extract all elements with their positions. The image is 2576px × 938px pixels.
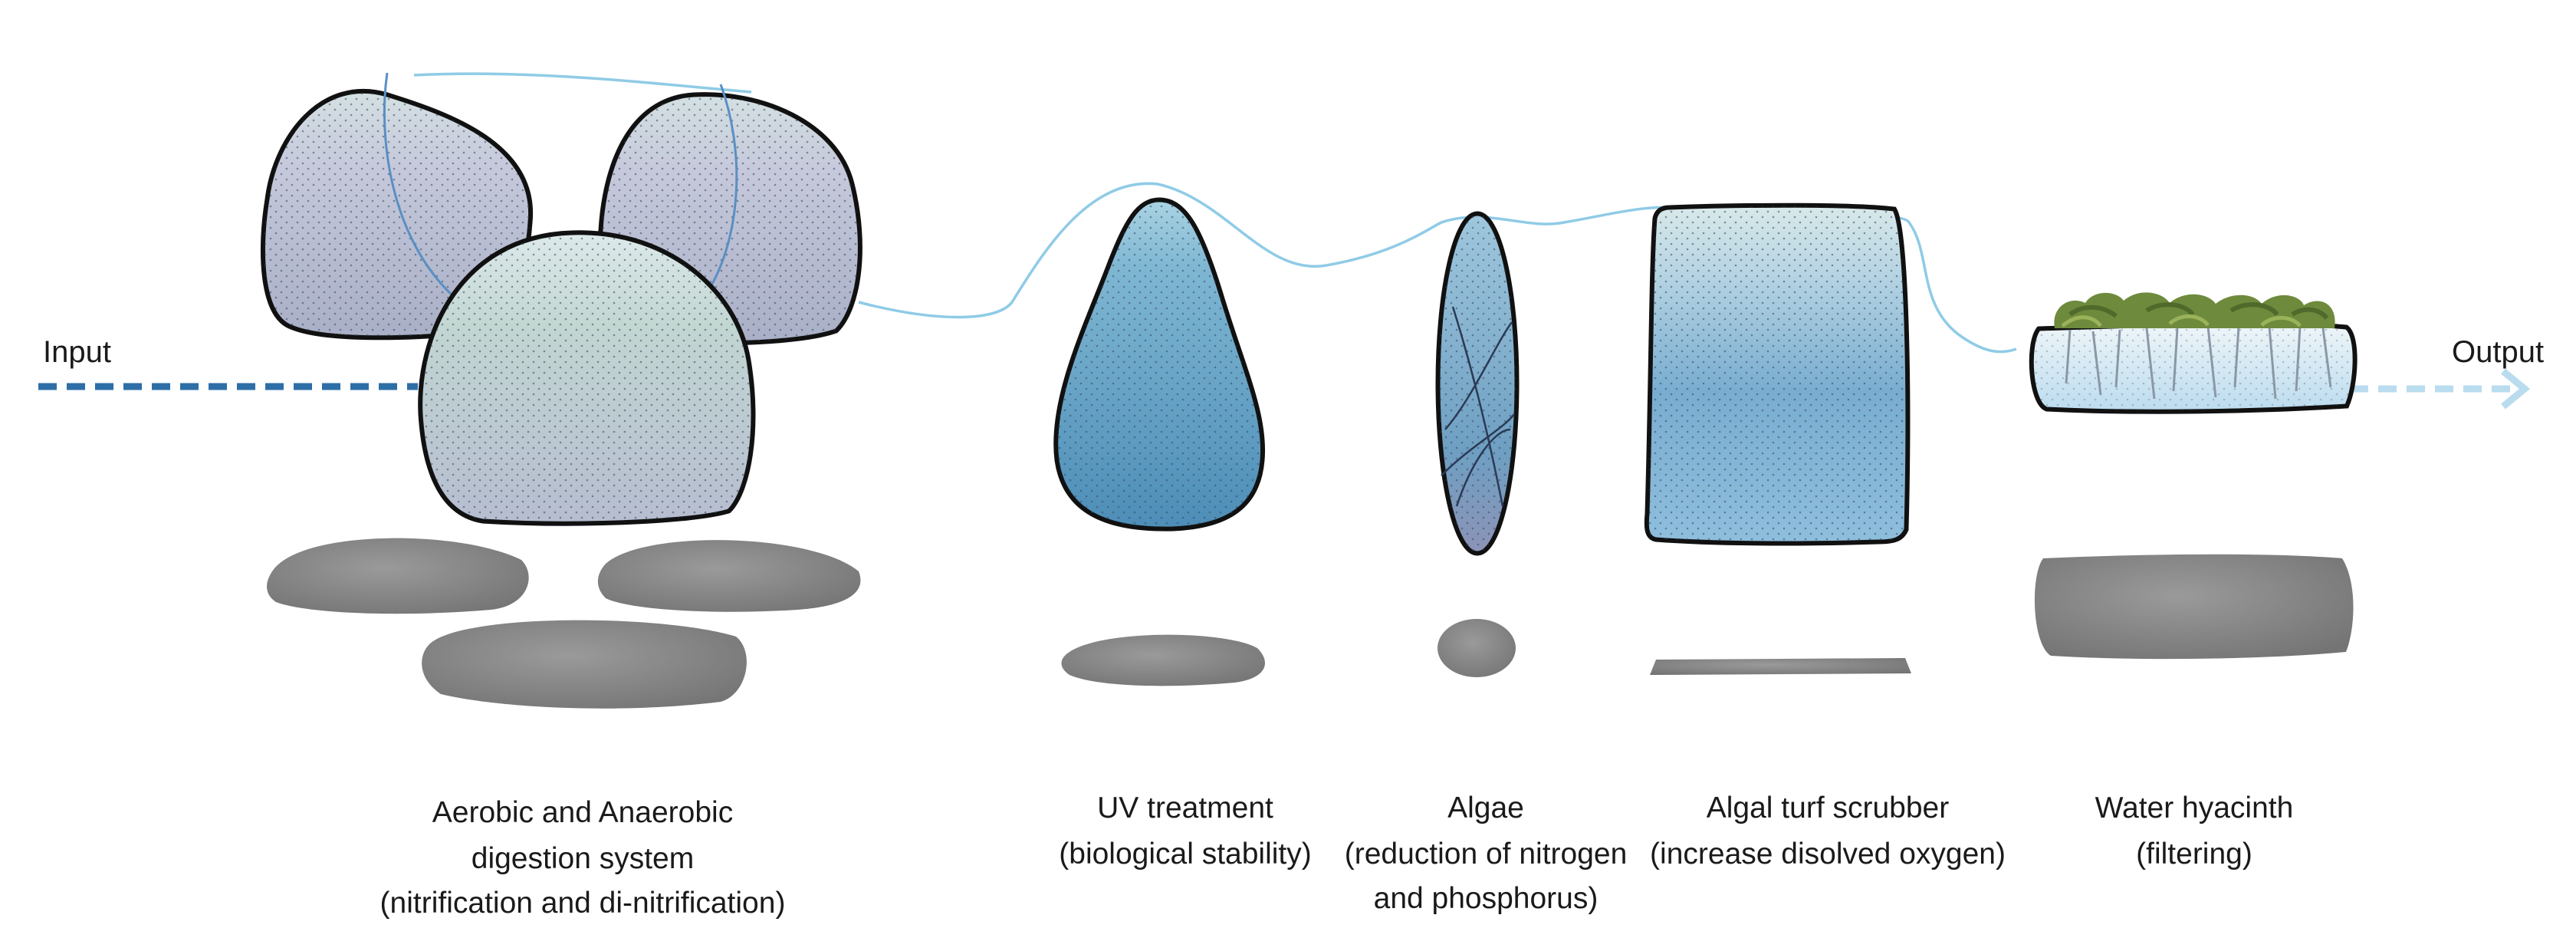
digestion-tank-front bbox=[418, 230, 756, 526]
hyacinth-roots bbox=[2065, 326, 2332, 400]
connecting-pipe-top bbox=[413, 72, 752, 94]
stage-label-digestion: Aerobic and Anaerobic digestion system (… bbox=[380, 796, 786, 920]
water-hyacinth-tank bbox=[2029, 292, 2358, 414]
label-line: (biological stability) bbox=[1059, 838, 1311, 871]
digestion-tanks bbox=[260, 72, 863, 526]
digestion-tank-left bbox=[260, 88, 534, 341]
label-line: Water hyacinth bbox=[2095, 792, 2294, 824]
algae-tank bbox=[1435, 211, 1520, 556]
stone bbox=[267, 538, 529, 614]
algal-turf-scrubber-tank bbox=[1644, 202, 1911, 546]
stone bbox=[1061, 634, 1265, 686]
stone bbox=[1438, 619, 1516, 677]
hyacinth-plants bbox=[2054, 292, 2335, 328]
uv-treatment-tank bbox=[1053, 197, 1266, 532]
stone bbox=[2034, 554, 2354, 660]
output-arrow-head bbox=[2501, 368, 2531, 410]
stage-label-algae: Algae (reduction of nitrogen and phospho… bbox=[1345, 792, 1628, 915]
stone bbox=[597, 540, 861, 612]
label-line: digestion system bbox=[472, 842, 694, 875]
output-label: Output bbox=[2452, 335, 2544, 369]
stage-label-hyacinth: Water hyacinth (filtering) bbox=[2095, 792, 2294, 871]
stage-label-uv: UV treatment (biological stability) bbox=[1059, 792, 1311, 871]
label-line: UV treatment bbox=[1097, 792, 1273, 824]
stone bbox=[422, 620, 747, 709]
digestion-stones bbox=[267, 538, 861, 709]
stone bbox=[1650, 658, 1911, 675]
stage-label-scrubber: Algal turf scrubber (increase disolved o… bbox=[1650, 792, 2006, 871]
label-line: Algae bbox=[1447, 792, 1524, 824]
label-line: (increase disolved oxygen) bbox=[1650, 838, 2006, 871]
label-line: (nitrification and di-nitrification) bbox=[380, 887, 786, 920]
label-line: (filtering) bbox=[2136, 838, 2252, 871]
label-line: Aerobic and Anaerobic bbox=[432, 796, 733, 829]
label-line: and phosphorus) bbox=[1374, 882, 1598, 915]
input-label: Input bbox=[43, 335, 111, 369]
label-line: (reduction of nitrogen bbox=[1345, 838, 1628, 871]
label-line: Algal turf scrubber bbox=[1707, 792, 1949, 824]
